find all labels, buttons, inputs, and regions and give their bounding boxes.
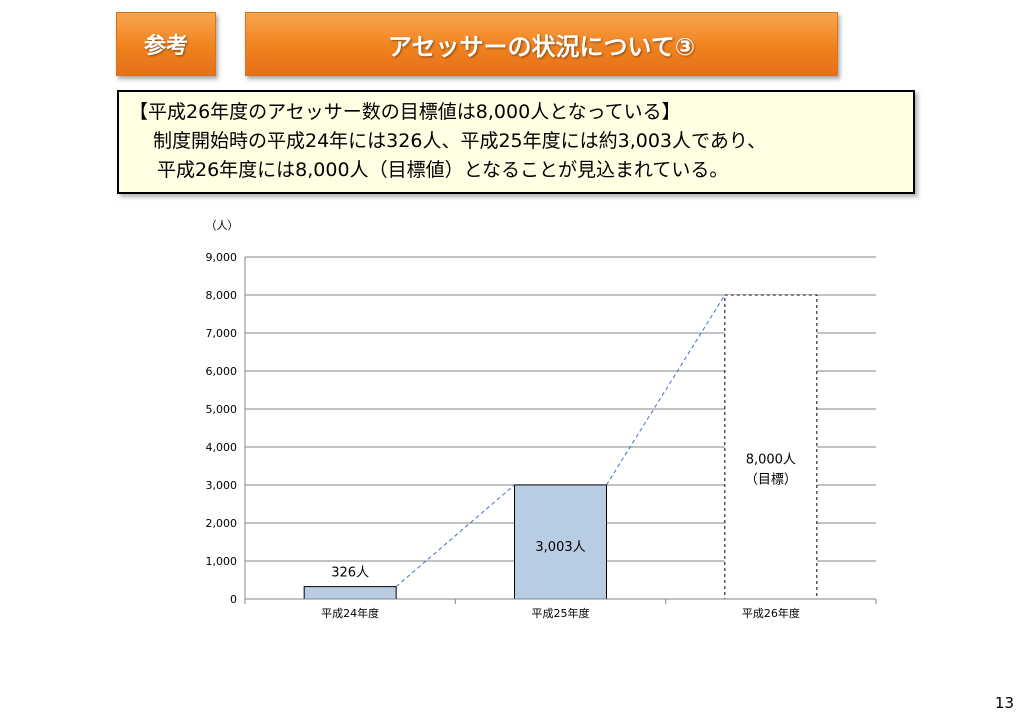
data-label: （目標） (745, 473, 797, 488)
page-number: 13 (994, 694, 1014, 712)
summary-line-1: 【平成26年度のアセッサー数の目標値は8,000人となっている】 (129, 101, 681, 123)
y-tick-label: 5,000 (206, 403, 238, 416)
y-tick-label: 6,000 (206, 365, 238, 378)
data-label: 326人 (331, 566, 369, 581)
connector-line (606, 294, 726, 486)
y-tick-label: 3,000 (206, 479, 238, 492)
summary-line-2: 制度開始時の平成24年には326人、平成25年度には約3,003人であり、 (153, 130, 767, 152)
slide-title: アセッサーの状況について③ (245, 12, 838, 76)
x-tick-label: 平成25年度 (532, 606, 590, 620)
y-tick-label: 1,000 (206, 555, 238, 568)
x-tick-label: 平成26年度 (742, 606, 800, 620)
data-label: 3,003人 (535, 540, 585, 555)
bar (514, 484, 607, 600)
y-tick-label: 2,000 (206, 517, 238, 530)
y-tick-label: 8,000 (206, 289, 238, 302)
summary-box: 【平成26年度のアセッサー数の目標値は8,000人となっている】 制度開始時の平… (117, 90, 915, 194)
y-tick-label: 7,000 (206, 327, 238, 340)
target-bar (724, 294, 818, 600)
y-tick-label: 4,000 (206, 441, 238, 454)
y-tick-label: 9,000 (206, 251, 238, 264)
y-tick-label: 0 (230, 593, 237, 606)
y-axis-label: （人） (206, 219, 239, 232)
bar (303, 586, 397, 600)
x-tick-label: 平成24年度 (321, 606, 379, 620)
summary-line-3: 平成26年度には8,000人（目標値）となることが見込まれている。 (157, 159, 729, 181)
reference-tag: 参考 (116, 12, 216, 76)
connector-line (395, 484, 515, 587)
data-label: 8,000人 (746, 453, 796, 468)
